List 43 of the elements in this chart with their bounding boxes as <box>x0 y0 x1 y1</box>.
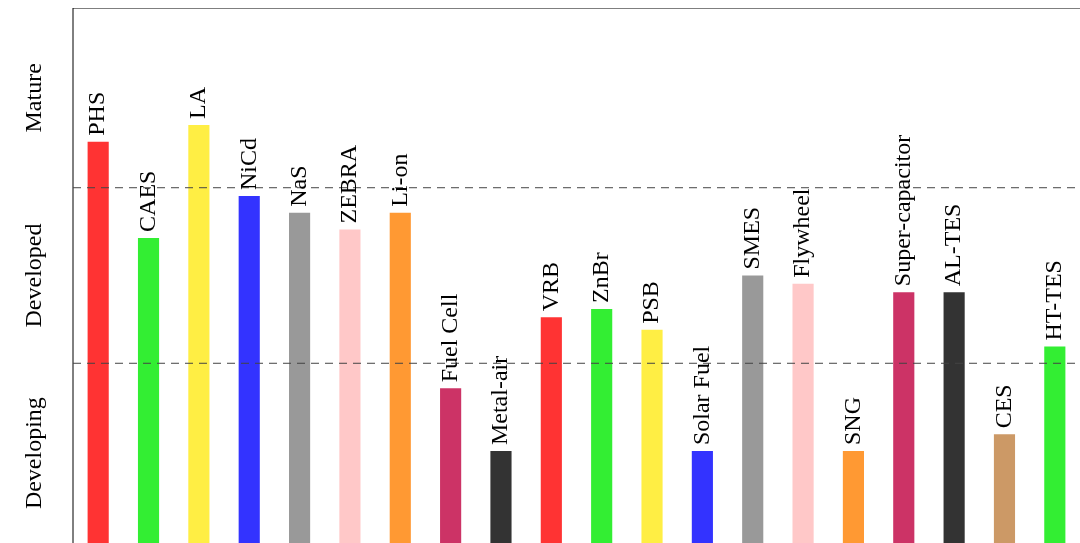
bar <box>389 212 411 543</box>
bar <box>641 329 663 543</box>
x-tick-label: Metal-air <box>486 355 513 446</box>
text: Developed <box>20 223 47 328</box>
x-tick-label: CES <box>989 384 1016 429</box>
bar <box>188 125 210 543</box>
x-tick-label: PSB <box>637 281 664 324</box>
text: Mature <box>20 63 47 133</box>
x-tick-label: Flywheel <box>788 188 815 278</box>
x-tick-label: LA <box>184 86 211 120</box>
bar <box>238 196 260 543</box>
bar <box>1044 346 1066 543</box>
x-tick-label: HT-TES <box>1040 260 1067 341</box>
x-tick-label: VRB <box>536 261 563 312</box>
bar <box>893 292 915 543</box>
x-tick-label: PHS <box>83 91 110 136</box>
x-tick-label: ZEBRA <box>335 144 362 224</box>
x-tick-label: SNG <box>838 397 865 446</box>
bar <box>943 292 965 543</box>
bar <box>742 275 764 543</box>
bar <box>137 237 160 543</box>
bar <box>440 388 462 543</box>
x-tick-label: Solar Fuel <box>687 345 714 446</box>
bar <box>691 451 713 543</box>
x-tick-label: NiCd <box>234 138 261 191</box>
bar <box>490 451 512 543</box>
x-tick-label: Fuel Cell <box>435 293 462 383</box>
x-tick-label: CAES <box>133 170 160 232</box>
x-tick-label: AL-TES <box>939 203 966 287</box>
bar <box>591 308 613 543</box>
bar <box>842 451 864 543</box>
text: Developing <box>20 397 47 510</box>
bar <box>792 283 814 543</box>
bar <box>87 141 109 543</box>
bar <box>540 317 562 543</box>
bar <box>993 434 1016 543</box>
x-tick-label: Super-capacitor <box>889 134 916 287</box>
bar <box>289 212 311 543</box>
x-tick-label: ZnBr <box>586 252 613 303</box>
x-tick-label: Li-on <box>385 153 412 207</box>
x-tick-label: NaS <box>284 165 311 207</box>
bar <box>339 229 361 543</box>
x-tick-label: SMES <box>738 206 765 270</box>
